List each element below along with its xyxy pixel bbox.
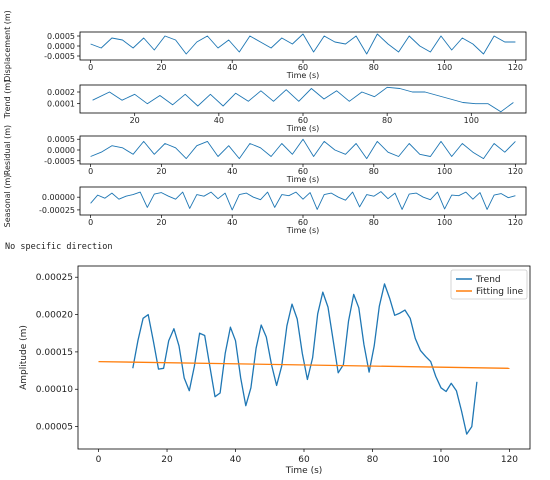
trend-fit-xlabel: Time (s) [285,466,323,476]
displacement-ytick-label: -0.0005 [44,52,75,61]
trend-fit-series-1-line [98,360,510,369]
residual-xtick-label: 60 [298,167,308,176]
panel-trend-fit: 0 20 40 60 80 100 120 0.00005 0.00010 0.00015 0.00… [19,265,531,476]
trend-frame [79,84,527,114]
displacement-xtick-label: 120 [508,63,523,72]
trend-fit-xtick-label: 0 [96,455,102,465]
residual-xtick-label: 100 [437,167,452,176]
residual-xtick-label: 0 [88,167,93,176]
trend-xtick-label: 40 [214,116,224,125]
residual-xlabel: Time (s) [286,175,320,184]
residual-plot: 0 20 40 60 80 100 120 0.0005 0.0000 -0.0005 Time (… [3,125,527,184]
trend-fit-xtick-label: 120 [501,455,518,465]
direction-note: No specific direction [5,242,113,252]
seasonal-xtick-label: 80 [369,218,379,227]
trend-fit-ytick-label: 0.00015 [36,348,73,358]
residual-frame [79,135,527,165]
trend-fit-ylabel: Amplitude (m) [19,325,29,390]
displacement-xtick-label: 100 [437,63,452,72]
trend-fit-ytick-label: 0.00025 [36,273,73,283]
seasonal-xtick-label: 120 [508,218,523,227]
trend-fit-xtick-label: 100 [432,455,449,465]
legend-entry-1: Fitting line [476,287,524,297]
legend-entry-0: Trend [475,275,501,285]
trend-xtick-label: 20 [130,116,140,125]
trend-series-0-line [92,86,514,113]
displacement-ylabel: Displacement (m) [3,10,12,82]
seasonal-ytick-label: 0.00000 [42,193,75,202]
seasonal-xtick-label: 40 [227,218,237,227]
trend-fit-xtick-label: 60 [298,455,310,465]
trend-xtick-label: 100 [464,116,479,125]
displacement-xtick-label: 0 [88,63,93,72]
trend-fit-ytick-label: 0.00020 [36,311,73,321]
seasonal-plot: 0 20 40 60 80 100 120 0.00000 -0.00025 Time (s) Se… [3,175,527,235]
seasonal-frame [79,186,527,216]
trend-xlabel: Time (s) [286,124,320,133]
residual-xtick-label: 40 [227,167,237,176]
seasonal-ylabel: Seasonal (m) [3,175,12,228]
trend-ytick-label: 0.0002 [47,88,75,97]
seasonal-ytick-label: -0.00025 [39,206,75,215]
trend-xtick-label: 60 [298,116,308,125]
displacement-ytick-label: 0.0005 [47,32,75,41]
seasonal-xtick-label: 100 [437,218,452,227]
seasonal-series-0-line [90,191,516,211]
displacement-series-0-line [90,33,516,55]
trend-fit-series-0-line [132,283,478,435]
trend-fit-xtick-label: 40 [230,455,242,465]
displacement-ytick-label: 0.0000 [47,42,75,51]
seasonal-xlabel: Time (s) [286,226,320,235]
displacement-xtick-label: 60 [298,63,308,72]
trend-ylabel: Trend (m) [3,80,12,119]
trend-fit-ytick-label: 0.00005 [36,423,73,433]
displacement-xtick-label: 40 [227,63,237,72]
displacement-xlabel: Time (s) [286,71,320,80]
displacement-frame [79,31,527,61]
seasonal-xtick-label: 0 [88,218,93,227]
trend-fit-xtick-label: 80 [367,455,379,465]
trend-xtick-label: 80 [382,116,392,125]
panel-residual: 0 20 40 60 80 100 120 0.0005 0.0000 -0.0005 Time (… [3,125,527,184]
residual-ytick-label: -0.0005 [44,157,75,166]
residual-xtick-label: 20 [156,167,166,176]
residual-series-0-line [90,138,516,160]
trend-ytick-label: 0.0001 [47,100,75,109]
seasonal-xtick-label: 60 [298,218,308,227]
displacement-xtick-label: 20 [156,63,166,72]
residual-ylabel: Residual (m) [3,125,12,175]
seasonal-xtick-label: 20 [156,218,166,227]
panel-seasonal: 0 20 40 60 80 100 120 0.00000 -0.00025 Time (s) Se… [3,175,527,235]
residual-ytick-label: 0.0000 [47,146,75,155]
panel-trend: 20 40 60 80 100 0.0002 0.0001 Time (s) Trend (m) [3,80,527,133]
residual-xtick-label: 120 [508,167,523,176]
trend-fit-xtick-label: 20 [161,455,173,465]
residual-ytick-label: 0.0005 [47,135,75,144]
trend-plot: 20 40 60 80 100 0.0002 0.0001 Time (s) Trend (m) [3,80,527,133]
residual-xtick-label: 80 [369,167,379,176]
trend-fit-plot: 0 20 40 60 80 100 120 0.00005 0.00010 0.00015 0.00… [19,265,531,476]
trend-fit-ytick-label: 0.00010 [36,385,73,395]
displacement-xtick-label: 80 [369,63,379,72]
